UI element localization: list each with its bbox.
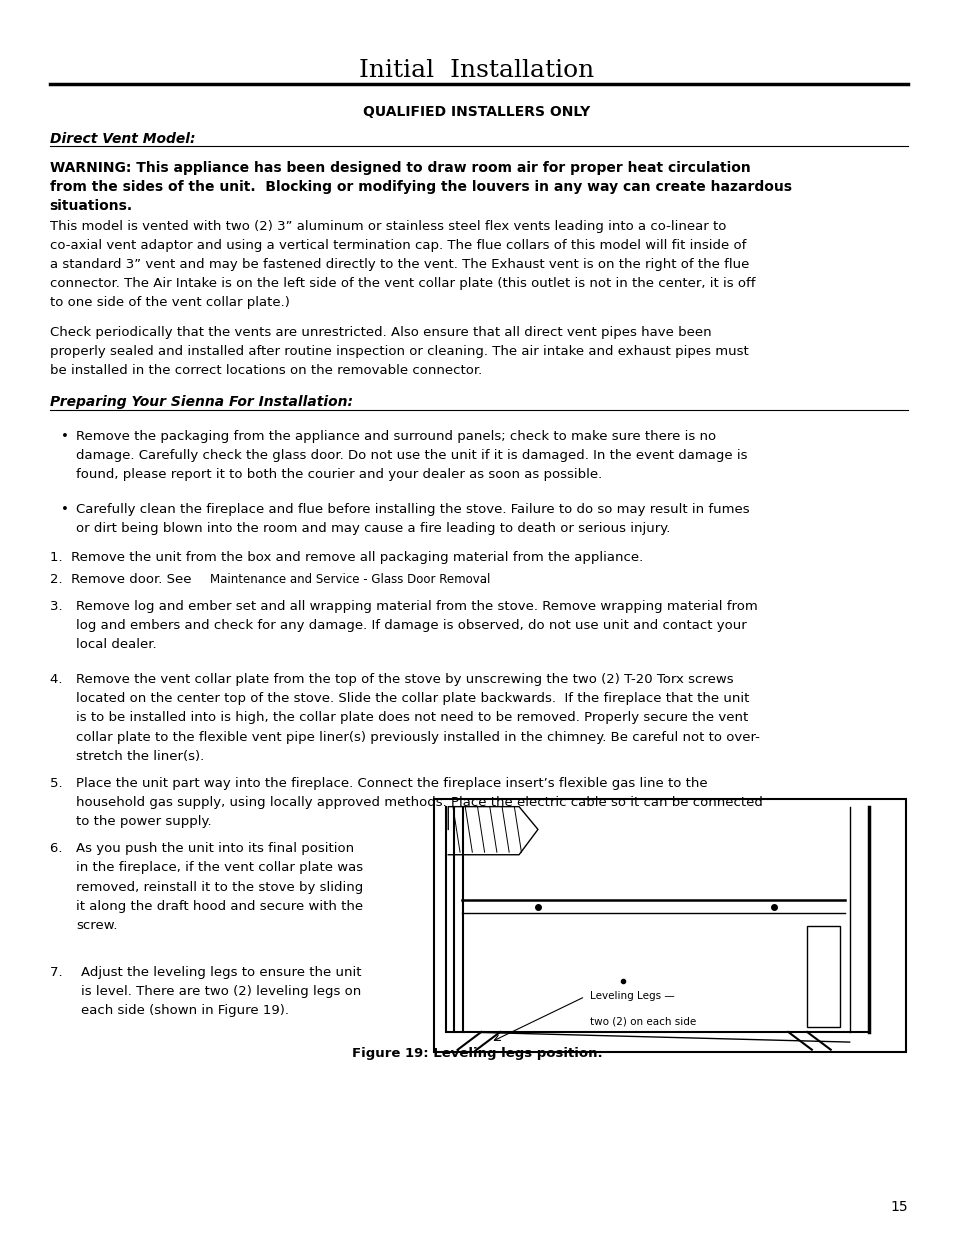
Text: Leveling Legs —: Leveling Legs — <box>589 992 674 1002</box>
Text: •: • <box>61 503 69 516</box>
Text: Check periodically that the vents are unrestricted. Also ensure that all direct : Check periodically that the vents are un… <box>50 326 711 340</box>
Text: household gas supply, using locally approved methods. Place the electric cable s: household gas supply, using locally appr… <box>76 797 762 809</box>
Text: found, please report it to both the courier and your dealer as soon as possible.: found, please report it to both the cour… <box>76 468 602 482</box>
Text: Remove the packaging from the appliance and surround panels; check to make sure : Remove the packaging from the appliance … <box>76 430 716 443</box>
Text: Remove the vent collar plate from the top of the stove by unscrewing the two (2): Remove the vent collar plate from the to… <box>76 673 733 687</box>
Text: Figure 19: Leveling legs position.: Figure 19: Leveling legs position. <box>352 1047 601 1061</box>
Text: 6.: 6. <box>50 842 71 856</box>
Text: is level. There are two (2) leveling legs on: is level. There are two (2) leveling leg… <box>81 986 361 998</box>
Text: 3.: 3. <box>50 600 71 614</box>
Bar <box>806 926 840 1028</box>
Text: WARNING: This appliance has been designed to draw room air for proper heat circu: WARNING: This appliance has been designe… <box>50 161 750 174</box>
Text: a standard 3” vent and may be fastened directly to the vent. The Exhaust vent is: a standard 3” vent and may be fastened d… <box>50 258 748 272</box>
Text: damage. Carefully check the glass door. Do not use the unit if it is damaged. In: damage. Carefully check the glass door. … <box>76 448 747 462</box>
Text: Maintenance and Service - Glass Door Removal: Maintenance and Service - Glass Door Rem… <box>210 573 490 587</box>
Text: As you push the unit into its final position: As you push the unit into its final posi… <box>76 842 355 856</box>
Text: two (2) on each side: two (2) on each side <box>589 1016 696 1026</box>
Text: collar plate to the flexible vent pipe liner(s) previously installed in the chim: collar plate to the flexible vent pipe l… <box>76 730 760 743</box>
Text: screw.: screw. <box>76 919 118 932</box>
Text: be installed in the correct locations on the removable connector.: be installed in the correct locations on… <box>50 364 481 378</box>
Text: located on the center top of the stove. Slide the collar plate backwards.  If th: located on the center top of the stove. … <box>76 692 749 705</box>
Text: Initial  Installation: Initial Installation <box>359 59 594 83</box>
Text: in the fireplace, if the vent collar plate was: in the fireplace, if the vent collar pla… <box>76 862 363 874</box>
Text: from the sides of the unit.  Blocking or modifying the louvers in any way can cr: from the sides of the unit. Blocking or … <box>50 179 791 194</box>
Text: .: . <box>481 573 485 587</box>
Text: it along the draft hood and secure with the: it along the draft hood and secure with … <box>76 899 363 913</box>
Text: to the power supply.: to the power supply. <box>76 815 212 829</box>
Text: removed, reinstall it to the stove by sliding: removed, reinstall it to the stove by sl… <box>76 881 363 894</box>
Text: log and embers and check for any damage. If damage is observed, do not use unit : log and embers and check for any damage.… <box>76 620 746 632</box>
Text: Adjust the leveling legs to ensure the unit: Adjust the leveling legs to ensure the u… <box>81 966 361 979</box>
Text: connector. The Air Intake is on the left side of the vent collar plate (this out: connector. The Air Intake is on the left… <box>50 278 755 290</box>
Text: 5.: 5. <box>50 777 71 790</box>
Text: or dirt being blown into the room and may cause a fire leading to death or serio: or dirt being blown into the room and ma… <box>76 522 670 535</box>
Bar <box>434 799 905 1052</box>
Text: 1.  Remove the unit from the box and remove all packaging material from the appl: 1. Remove the unit from the box and remo… <box>50 551 642 564</box>
Text: Remove log and ember set and all wrapping material from the stove. Remove wrappi: Remove log and ember set and all wrappin… <box>76 600 758 614</box>
Text: This model is vented with two (2) 3” aluminum or stainless steel flex vents lead: This model is vented with two (2) 3” alu… <box>50 220 725 233</box>
Text: each side (shown in Figure 19).: each side (shown in Figure 19). <box>81 1004 289 1018</box>
Text: 4.: 4. <box>50 673 71 687</box>
Text: 7.: 7. <box>50 966 75 979</box>
Text: Carefully clean the fireplace and flue before installing the stove. Failure to d: Carefully clean the fireplace and flue b… <box>76 503 749 516</box>
Text: stretch the liner(s).: stretch the liner(s). <box>76 750 204 763</box>
Text: 2.  Remove door. See: 2. Remove door. See <box>50 573 195 587</box>
Text: •: • <box>61 430 69 443</box>
Text: Direct Vent Model:: Direct Vent Model: <box>50 132 195 146</box>
Text: Preparing Your Sienna For Installation:: Preparing Your Sienna For Installation: <box>50 395 353 409</box>
Text: local dealer.: local dealer. <box>76 638 157 652</box>
Text: to one side of the vent collar plate.): to one side of the vent collar plate.) <box>50 296 289 310</box>
Text: situations.: situations. <box>50 199 132 212</box>
Text: Place the unit part way into the fireplace. Connect the fireplace insert’s flexi: Place the unit part way into the firepla… <box>76 777 707 790</box>
Text: QUALIFIED INSTALLERS ONLY: QUALIFIED INSTALLERS ONLY <box>363 105 590 119</box>
Text: is to be installed into is high, the collar plate does not need to be removed. P: is to be installed into is high, the col… <box>76 711 748 725</box>
Text: properly sealed and installed after routine inspection or cleaning. The air inta: properly sealed and installed after rout… <box>50 346 747 358</box>
Text: 15: 15 <box>890 1200 907 1214</box>
Text: co-axial vent adaptor and using a vertical termination cap. The flue collars of : co-axial vent adaptor and using a vertic… <box>50 240 745 252</box>
